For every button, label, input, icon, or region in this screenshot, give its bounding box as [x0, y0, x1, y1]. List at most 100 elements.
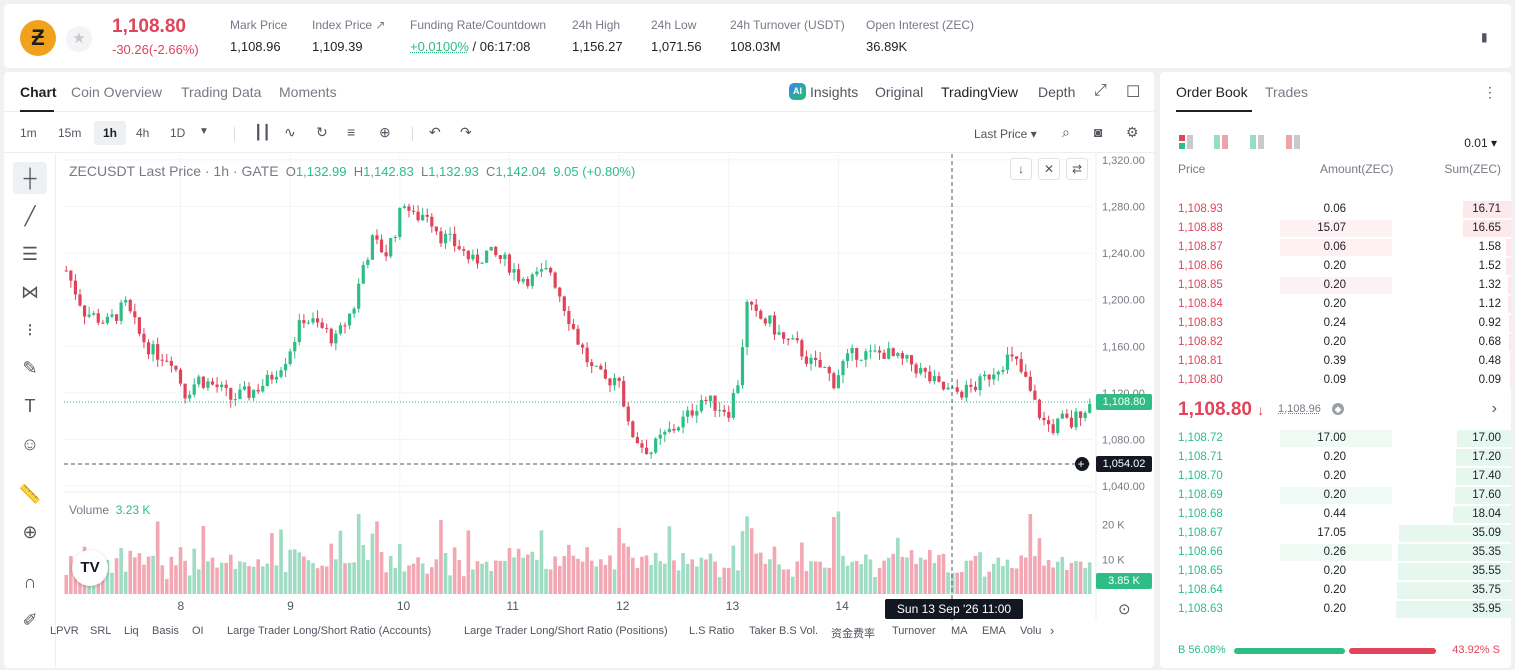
bid-row[interactable]: 1,108.66 0.26 35.35 — [1160, 543, 1511, 562]
row-amount: 0.20 — [1323, 279, 1346, 291]
bid-row[interactable]: 1,108.68 0.44 18.04 — [1160, 505, 1511, 524]
view-depth[interactable]: Depth — [1038, 84, 1076, 100]
interval-4h[interactable]: 4h — [136, 126, 150, 140]
tab-chart[interactable]: Chart — [20, 84, 57, 100]
tab-trades[interactable]: Trades — [1265, 84, 1309, 100]
guide-book-icon[interactable]: ▮ — [1481, 30, 1488, 44]
ask-row[interactable]: 1,108.88 15.07 16.65 — [1160, 219, 1511, 238]
ask-row[interactable]: 1,108.81 0.39 0.48 — [1160, 352, 1511, 371]
toggle-icon[interactable]: ⇄ — [1066, 158, 1088, 180]
indicator-oi[interactable]: OI — [192, 625, 204, 637]
bid-row[interactable]: 1,108.64 0.20 35.75 — [1160, 581, 1511, 600]
volume-bar — [1033, 556, 1037, 594]
volume-bar — [292, 549, 297, 594]
tab-trading-data[interactable]: Trading Data — [181, 84, 262, 100]
ask-row[interactable]: 1,108.93 0.06 16.71 — [1160, 200, 1511, 219]
bid-row[interactable]: 1,108.71 0.20 17.20 — [1160, 448, 1511, 467]
fib-icon[interactable]: ⁝ — [27, 320, 33, 340]
ask-row[interactable]: 1,108.86 0.20 1.52 — [1160, 257, 1511, 276]
volume-bar — [982, 576, 987, 594]
indicator-taker-vol[interactable]: Taker B.S Vol. — [749, 625, 819, 637]
crosshair-icon[interactable]: ┼ — [13, 162, 47, 194]
view-tradingview[interactable]: TradingView — [941, 84, 1019, 100]
view-bids-icon[interactable] — [1249, 134, 1265, 150]
window-icon[interactable]: ☐ — [1126, 84, 1141, 101]
view-insights[interactable]: Insights — [810, 84, 859, 100]
ask-row[interactable]: 1,108.87 0.06 1.58 — [1160, 238, 1511, 257]
interval-15m[interactable]: 15m — [58, 126, 82, 140]
interval-1m[interactable]: 1m — [20, 126, 37, 140]
view-bids-asks-icon[interactable] — [1213, 134, 1229, 150]
view-asks-icon[interactable] — [1285, 134, 1301, 150]
axis-settings-icon[interactable]: ⊙ — [1118, 601, 1131, 618]
indicator-liq[interactable]: Liq — [124, 625, 139, 637]
view-original[interactable]: Original — [875, 84, 924, 100]
ask-row[interactable]: 1,108.85 0.20 1.32 — [1160, 276, 1511, 295]
interval-dropdown-icon[interactable]: ▼ — [199, 126, 209, 137]
horizontal-lines-icon[interactable]: ☰ — [21, 244, 39, 264]
indicator-ema[interactable]: EMA — [982, 625, 1006, 637]
stat-index-price[interactable]: Index Price ↗ 1,109.39 — [312, 18, 386, 54]
bid-row[interactable]: 1,108.67 17.05 35.09 — [1160, 524, 1511, 543]
undo-icon[interactable]: ↶ — [429, 124, 441, 140]
favorite-star-icon[interactable]: ★ — [66, 26, 92, 52]
candlestick-chart[interactable]: 1,320.00 1,280.00 1,240.00 1,200.00 1,160.00… — [4, 72, 1154, 668]
indicator-ls-ratio[interactable]: L.S Ratio — [689, 625, 735, 637]
tradingview-logo[interactable]: TV — [72, 550, 108, 586]
candle-body — [475, 254, 480, 264]
trendline-icon[interactable]: ╱ — [24, 206, 36, 226]
bid-row[interactable]: 1,108.65 0.20 35.55 — [1160, 562, 1511, 581]
chevron-right-icon[interactable]: › — [1050, 623, 1055, 638]
more-icon[interactable]: ⋮ — [1483, 84, 1497, 100]
replay-icon[interactable]: ↻ — [316, 124, 328, 140]
magnet-icon[interactable]: ∩ — [23, 572, 37, 592]
text-icon[interactable]: T — [24, 396, 36, 416]
camera-icon[interactable]: ◙ — [1094, 124, 1103, 140]
indicator-lpvr[interactable]: LPVR — [50, 625, 79, 637]
indicator-lt-positions[interactable]: Large Trader Long/Short Ratio (Positions… — [464, 625, 668, 637]
indicator-volume[interactable]: Volu — [1020, 625, 1042, 637]
mid-price: 1,108.80 ↓ — [1178, 399, 1265, 420]
chevron-right-icon[interactable]: › — [1491, 400, 1497, 417]
ask-row[interactable]: 1,108.80 0.09 0.09 — [1160, 371, 1511, 390]
pencil-lock-icon[interactable]: ✐ — [22, 610, 38, 630]
precision-select[interactable]: 0.01 ▾ — [1464, 136, 1497, 150]
bid-row[interactable]: 1,108.63 0.20 35.95 — [1160, 600, 1511, 619]
candle-type-icon[interactable]: ┃┃ — [254, 124, 271, 140]
pattern-icon[interactable]: ⋈ — [21, 282, 39, 302]
ask-row[interactable]: 1,108.83 0.24 0.92 — [1160, 314, 1511, 333]
expand-icon[interactable]: ⤢ — [1094, 82, 1107, 99]
indicator-funding[interactable]: 资金费率 — [831, 628, 875, 640]
bid-row[interactable]: 1,108.69 0.20 17.60 — [1160, 486, 1511, 505]
candle-body — [713, 395, 717, 411]
ask-row[interactable]: 1,108.82 0.20 0.68 — [1160, 333, 1511, 352]
price-type-select[interactable]: Last Price ▾ — [974, 127, 1037, 141]
bid-row[interactable]: 1,108.70 0.20 17.40 — [1160, 467, 1511, 486]
tab-coin-overview[interactable]: Coin Overview — [71, 84, 163, 100]
search-icon[interactable]: ⌕ — [1062, 124, 1070, 140]
tab-order-book[interactable]: Order Book — [1176, 84, 1248, 100]
info-shield-icon[interactable]: ◆ — [1332, 403, 1344, 415]
emoji-icon[interactable]: ☺ — [20, 434, 40, 454]
indicator-turnover[interactable]: Turnover — [892, 625, 936, 637]
interval-1h[interactable]: 1h — [94, 121, 126, 145]
brush-icon[interactable]: ✎ — [22, 358, 38, 378]
indicators-icon[interactable]: ∿ — [284, 124, 296, 140]
tab-moments[interactable]: Moments — [279, 84, 337, 100]
redo-icon[interactable]: ↷ — [460, 124, 472, 140]
ask-row[interactable]: 1,108.84 0.20 1.12 — [1160, 295, 1511, 314]
add-indicator-icon[interactable]: ⊕ — [379, 124, 391, 140]
collapse-icon[interactable]: ✕ — [1038, 158, 1060, 180]
indicator-srl[interactable]: SRL — [90, 625, 112, 637]
indicator-ma[interactable]: MA — [951, 625, 968, 637]
interval-1d[interactable]: 1D — [170, 126, 186, 140]
indicator-basis[interactable]: Basis — [152, 625, 179, 637]
gear-icon[interactable]: ⚙ — [1126, 124, 1139, 140]
templates-icon[interactable]: ≡ — [347, 124, 356, 140]
ruler-icon[interactable]: 📏 — [18, 484, 42, 504]
indicator-lt-accounts[interactable]: Large Trader Long/Short Ratio (Accounts) — [227, 625, 432, 637]
bid-row[interactable]: 1,108.72 17.00 17.00 — [1160, 429, 1511, 448]
zoom-in-icon[interactable]: ⊕ — [22, 522, 38, 542]
arrow-down-icon[interactable]: ↓ — [1010, 158, 1032, 180]
view-both-icon[interactable] — [1178, 134, 1194, 150]
